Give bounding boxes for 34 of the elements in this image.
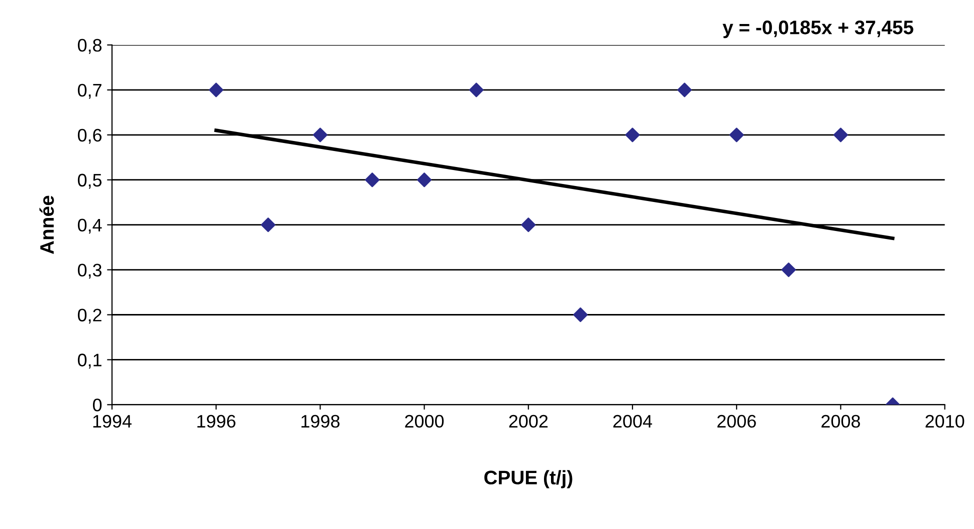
point xyxy=(312,128,328,142)
x-tick-label: 2008 xyxy=(822,414,860,428)
y-tick-label: 0,7 xyxy=(78,84,102,99)
x-tick-label: 2006 xyxy=(717,414,756,428)
y-tick-label: 0,5 xyxy=(78,174,102,189)
point xyxy=(729,128,744,142)
y-tick-label: 0,8 xyxy=(78,38,102,54)
y-tick-label: 0 xyxy=(92,398,102,412)
x-tick-label: 2010 xyxy=(926,414,964,428)
point xyxy=(833,128,848,142)
y-tick-label: 0,3 xyxy=(78,264,102,279)
text: y = -0,0185x + 37,455 xyxy=(722,20,914,38)
y-tick-label: 0,4 xyxy=(78,218,102,234)
x-tick-label: 1994 xyxy=(93,414,132,428)
point xyxy=(260,218,276,232)
y-tick-label: 0,2 xyxy=(78,308,102,324)
point xyxy=(573,307,588,322)
y-tick-label: 0,6 xyxy=(78,128,102,144)
x-tick-label: 2002 xyxy=(509,414,548,428)
point xyxy=(364,172,380,188)
x-tick-label: 2004 xyxy=(613,414,652,428)
point xyxy=(677,82,692,98)
point xyxy=(208,82,224,98)
x-tick-label: 1996 xyxy=(197,414,236,428)
point xyxy=(521,218,536,232)
y-axis-title: Année xyxy=(39,196,54,254)
point xyxy=(417,172,432,188)
point xyxy=(781,262,796,278)
x-tick-label: 1998 xyxy=(302,414,340,428)
x-axis-title: CPUE (t/j) xyxy=(484,470,572,488)
x-tick-label: 2000 xyxy=(405,414,444,428)
point xyxy=(625,128,640,142)
y-tick-label: 0,1 xyxy=(78,354,102,369)
point xyxy=(469,82,484,98)
